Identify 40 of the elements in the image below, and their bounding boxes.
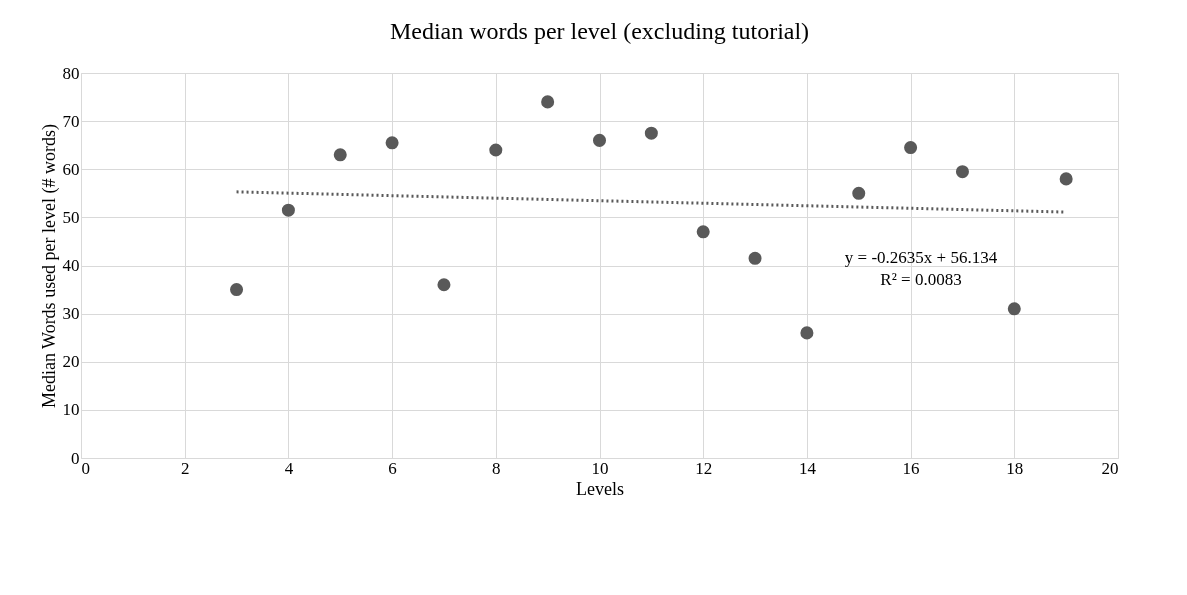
x-axis-title: Levels	[576, 478, 624, 499]
y-axis-title: Median Words used per level (# words)	[38, 123, 60, 409]
annotation: y = -0.2635x + 56.134	[844, 248, 998, 267]
point	[541, 95, 555, 109]
point	[1007, 302, 1021, 316]
y-tick-label: 50	[62, 207, 80, 227]
x-tick-label: 14	[798, 458, 817, 478]
point	[281, 203, 295, 217]
y-tick-label: 40	[62, 256, 80, 275]
point	[696, 225, 710, 239]
point	[748, 251, 762, 265]
y-tick-label: 80	[62, 63, 80, 83]
x-tick-label: 6	[388, 458, 397, 478]
x-tick-label: 8	[492, 458, 501, 478]
x-tick-label: 12	[695, 458, 713, 478]
point	[489, 143, 503, 157]
point	[852, 186, 866, 200]
y-tick-label: 20	[62, 352, 80, 372]
point	[592, 133, 607, 147]
point	[644, 126, 658, 140]
point	[230, 283, 244, 297]
chart-title: Median words per level (excluding tutorial)	[389, 18, 810, 44]
y-tick-label: 10	[62, 400, 80, 420]
point	[955, 165, 969, 179]
y-tick-label: 30	[62, 304, 80, 324]
x-tick-label: 18	[1006, 458, 1024, 478]
y-tick-label: 60	[62, 159, 80, 179]
x-tick-label: 4	[284, 458, 294, 478]
x-tick-label: 20	[1101, 458, 1119, 478]
x-tick-label: 2	[180, 458, 190, 478]
point	[800, 326, 814, 340]
point	[333, 148, 347, 162]
point	[904, 141, 918, 155]
x-tick-label: 10	[591, 458, 609, 478]
point	[1059, 172, 1073, 186]
x-tick-label: 16	[902, 458, 920, 478]
point	[385, 136, 399, 150]
point	[437, 278, 451, 292]
annotation: R² = 0.0083	[880, 270, 962, 289]
y-tick-label: 70	[62, 111, 80, 131]
